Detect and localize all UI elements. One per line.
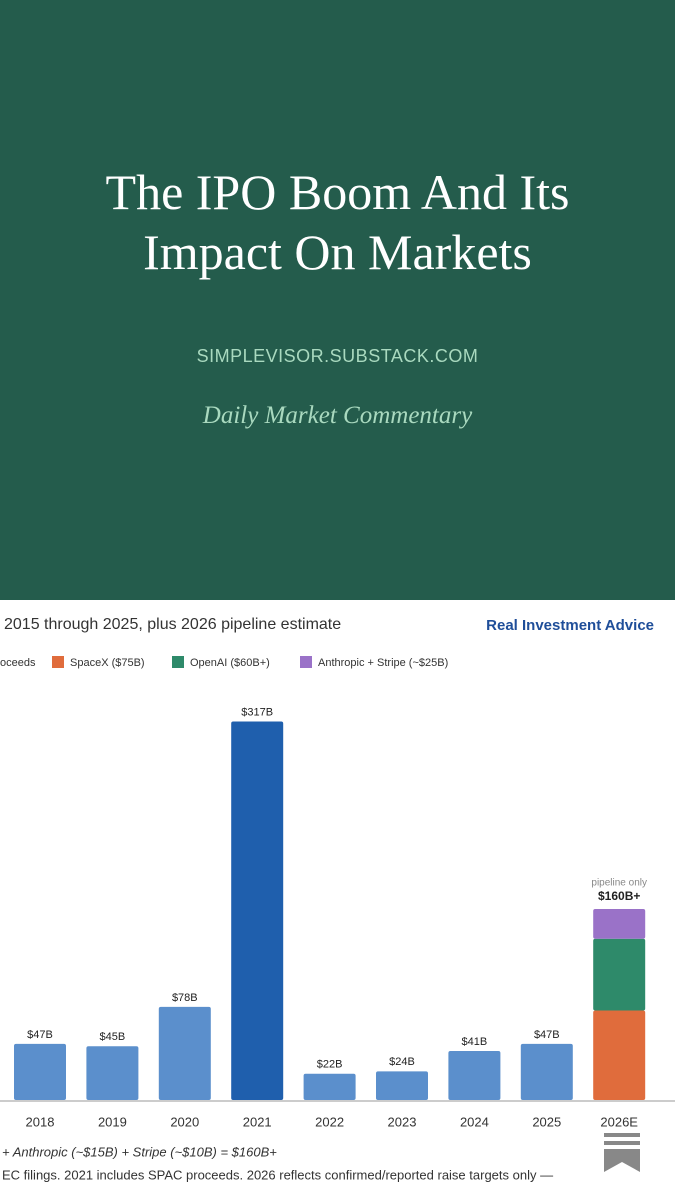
value-label: $22B	[317, 1059, 343, 1071]
legend-swatch	[52, 656, 64, 668]
bar	[593, 908, 646, 939]
x-tick-label: 2023	[388, 1114, 417, 1129]
bar	[376, 1071, 428, 1100]
bar	[593, 1010, 646, 1100]
total-label: $160B+	[598, 889, 640, 903]
legend-label: oceeds	[0, 657, 36, 669]
hero: The IPO Boom And Its Impact On Markets S…	[0, 0, 675, 600]
value-label: $41B	[462, 1036, 488, 1048]
x-tick-label: 2019	[98, 1114, 127, 1129]
value-label: $317B	[241, 706, 273, 718]
bookmark-icon	[604, 1133, 640, 1172]
x-tick-label: 2026E	[600, 1114, 638, 1129]
x-tick-label: 2020	[170, 1114, 199, 1129]
chart: 2015 through 2025, plus 2026 pipeline es…	[0, 600, 675, 1200]
bar	[448, 1051, 501, 1100]
x-tick-label: 2018	[26, 1114, 55, 1129]
x-tick-label: 2024	[460, 1114, 489, 1129]
value-label: $78B	[172, 992, 198, 1004]
bar	[303, 1073, 356, 1100]
x-tick-label: 2025	[532, 1114, 561, 1129]
tagline: Daily Market Commentary	[202, 402, 473, 429]
source: Real Investment Advice	[486, 617, 654, 634]
total-note: pipeline only	[591, 878, 647, 889]
x-tick-label: 2021	[243, 1114, 272, 1129]
value-label: $45B	[100, 1031, 126, 1043]
value-label: $47B	[534, 1029, 560, 1041]
legend-swatch	[300, 656, 312, 668]
bar	[593, 938, 646, 1011]
legend-label: OpenAI ($60B+)	[190, 657, 270, 669]
bar	[14, 1043, 66, 1100]
title: The IPO Boom And Its Impact On Markets	[0, 162, 675, 282]
x-tick-label: 2022	[315, 1114, 344, 1129]
legend-swatch	[172, 656, 184, 668]
legend-label: SpaceX ($75B)	[70, 657, 145, 669]
title-line: The IPO Boom And Its	[105, 164, 570, 220]
bar	[231, 721, 284, 1100]
title-line: Impact On Markets	[143, 224, 532, 280]
value-label: $47B	[27, 1029, 53, 1041]
bar	[86, 1046, 139, 1100]
footnote: + Anthropic (~$15B) + Stripe (~$10B) = $…	[2, 1144, 277, 1159]
chart-bg	[0, 600, 675, 1200]
bar	[520, 1043, 573, 1100]
bar	[158, 1006, 211, 1100]
chart-subtitle: 2015 through 2025, plus 2026 pipeline es…	[4, 616, 341, 633]
legend-label: Anthropic + Stripe (~$25B)	[318, 657, 448, 669]
footnote: EC filings. 2021 includes SPAC proceeds.…	[2, 1167, 553, 1182]
value-label: $24B	[389, 1056, 415, 1068]
site: SIMPLEVISOR.SUBSTACK.COM	[196, 346, 479, 366]
